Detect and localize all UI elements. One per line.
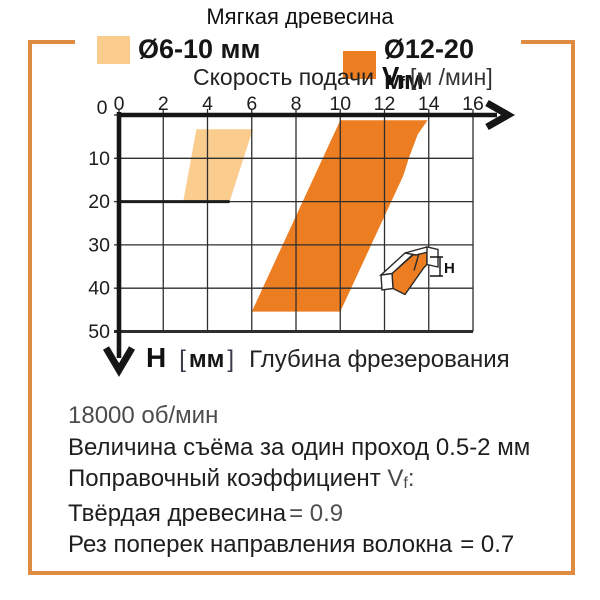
depth-label: Глубина фрезерования	[249, 346, 510, 373]
tick-label: 6	[246, 93, 257, 115]
note-correction-text: Поправочный коэффициент	[68, 465, 388, 492]
hardwood-value: = 0.9	[289, 499, 344, 527]
tick-label: 2	[158, 93, 169, 115]
h-dimension-lines	[430, 256, 443, 277]
tick-label: 50	[88, 321, 110, 343]
bracket-open: [	[179, 346, 186, 373]
step-fold-line	[413, 253, 420, 271]
vf-subscript: f	[399, 73, 406, 92]
legend-label: Ø6-10 мм	[138, 34, 261, 64]
legend-swatch-light-orange	[97, 35, 130, 64]
vf-symbol: V	[382, 61, 400, 91]
tick-label: 4	[202, 93, 213, 115]
tick-label: 8	[291, 93, 302, 115]
note-pass-removal: Величина съёма за один проход 0.5-2 мм	[68, 433, 531, 461]
notes-block: 18000 об/мин Величина съёма за один прох…	[68, 400, 578, 561]
legend-item-small-diameter: Ø6-10 мм	[97, 34, 261, 65]
y-axis-title: H [мм] Глубина фрезерования	[146, 342, 510, 374]
tick-label: 14	[418, 93, 440, 115]
step-end-cap	[380, 272, 394, 291]
hardwood-label: Твёрдая древесина	[68, 499, 287, 527]
page-title: Мягкая древесина	[206, 4, 394, 29]
tick-label: 0	[97, 97, 108, 119]
tick-label: 10	[88, 148, 110, 170]
milled-step-depth-icon: H	[378, 246, 455, 296]
note-cross-grain: Рез поперек направления волокна = 0.7	[68, 529, 578, 561]
feed-rate-text: Скорость подачи	[193, 64, 374, 90]
h-dimension-label: H	[444, 260, 455, 277]
tick-label: 16	[462, 93, 484, 115]
tick-label: 0	[114, 93, 125, 115]
legend-label: Ø12-20 мм	[383, 34, 474, 95]
tick-label: 40	[88, 278, 110, 300]
h-symbol: H	[146, 342, 167, 373]
feed-unit: [м /мин]	[410, 64, 493, 90]
tick-label: 10	[329, 93, 351, 115]
depth-unit: мм	[188, 346, 225, 373]
legend-swatch-dark-orange	[343, 51, 376, 79]
vf-symbol-small: Vf:	[387, 465, 415, 492]
note-hardwood: Твёрдая древесина = 0.9	[68, 498, 578, 530]
tick-label: 30	[88, 234, 110, 256]
tick-label: 12	[374, 93, 396, 115]
legend-item-large-diameter: Ø12-20 мм	[343, 34, 521, 96]
tick-label: 20	[88, 191, 110, 213]
cross-grain-value: = 0.7	[460, 531, 515, 558]
note-rpm: 18000 об/мин	[68, 402, 219, 429]
note-correction-factor: Поправочный коэффициент Vf:	[68, 463, 578, 498]
bracket-close: ]	[227, 346, 235, 373]
legend: Ø6-10 мм Ø12-20 мм	[75, 28, 521, 95]
cross-grain-label: Рез поперек направления волокна	[68, 531, 453, 558]
x-axis-title: Скорость подачи Vf [м /мин]	[193, 61, 493, 92]
